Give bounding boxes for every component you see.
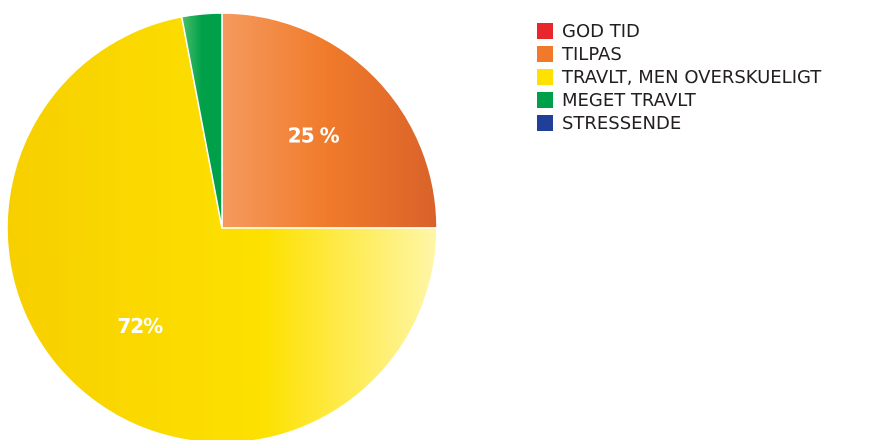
value-label: 25 % — [288, 123, 340, 147]
legend-text: GOD TID — [562, 21, 640, 42]
legend-swatch — [537, 23, 553, 39]
legend-swatch — [537, 92, 553, 108]
legend-text: MEGET TRAVLT — [562, 90, 697, 111]
legend-swatch — [537, 115, 553, 131]
legend-swatch — [537, 46, 553, 62]
legend-text: STRESSENDE — [562, 113, 681, 134]
pie-slice — [180, 12, 223, 229]
legend-swatch — [537, 69, 553, 85]
legend-text: TRAVLT, MEN OVERSKUELIGT — [561, 67, 822, 88]
legend-text: TILPAS — [561, 44, 622, 65]
pie-slice — [6, 15, 438, 440]
pie-slice — [221, 12, 438, 229]
value-label: 72% — [117, 314, 163, 338]
